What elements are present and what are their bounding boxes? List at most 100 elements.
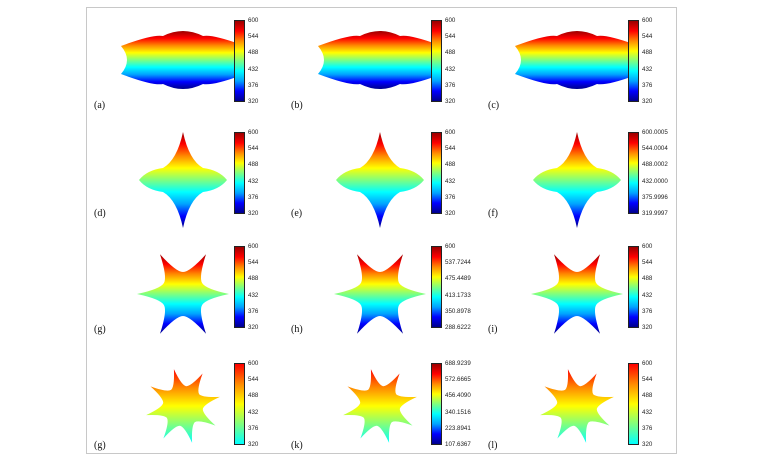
panel-h: (h) 600 537.7244 475.4489 413.1733 350.8978 28… [288,240,479,350]
panel-c: (c) 600 544 488 432 376 320 [485,12,676,122]
star8-domain [146,369,220,443]
colorbar-tick-label: 376 [445,81,456,89]
panel-d: (d) 600 544 488 432 376 320 [91,126,282,236]
colorbar-tick-label: 600 [642,360,653,367]
colorbar-tick-label: 376 [248,81,259,89]
panel-label: (l) [488,440,498,451]
star4-domain [336,132,424,228]
colorbar [431,246,442,328]
colorbar [234,20,245,102]
colorbar-tick-label: 432 [248,291,259,299]
star6-domain [531,254,623,334]
colorbar-tick-label: 320 [642,324,653,331]
colorbar-tick-label: 376 [642,81,653,89]
colorbar-tick-label: 544 [248,259,259,267]
panel-label: (g) [94,440,106,451]
panel-b: (b) 600 544 488 432 376 320 [288,12,479,122]
colorbar-tick-label: 544 [248,376,259,384]
panel-label: (k) [291,440,303,451]
temperature-field-plot [139,132,227,228]
star8-domain [343,369,417,443]
colorbar [431,363,442,445]
colorbar-tick-label: 488 [642,392,653,400]
panel-label: (h) [291,324,303,335]
temperature-field-plot [334,254,426,334]
colorbar-tick-label: 320 [248,441,259,448]
colorbar-tick-label: 432 [248,177,259,185]
temperature-field-plot [336,132,424,228]
colorbar-tick-label: 600 [248,360,259,367]
temperature-field-plot [318,31,438,89]
panel-f: (f) 600.0005 544.0004 488.0002 432.0000 375.9… [485,126,676,236]
panel-label: (e) [291,208,303,219]
colorbar-tick-label: 544 [248,145,259,153]
temperature-field-plot [343,369,417,443]
star6-domain [334,254,426,334]
panel-k: (k) 688.9239 572.6665 456.4090 340.1516 223.8… [288,352,479,462]
colorbar-tick-label: 544 [642,259,653,267]
colorbar-tick-label: 376 [248,307,259,315]
colorbar [431,20,442,102]
colorbar [628,246,639,328]
colorbar-tick-label: 488 [248,49,259,57]
colorbar-tick-label: 600 [248,17,259,24]
colorbar-tick-label: 488 [642,49,653,57]
colorbar-tick-label: 572.6665 [445,376,471,384]
colorbar [234,363,245,445]
colorbar-tick-label: 600 [642,243,653,250]
colorbar-tick-label: 488 [445,49,456,57]
colorbar-tick-label: 488 [248,161,259,169]
colorbar-tick-label: 488.0002 [642,161,668,169]
colorbar-tick-label: 320 [248,98,259,105]
colorbar-tick-label: 488 [248,392,259,400]
star6-domain [137,254,229,334]
colorbar-tick-label: 600 [445,129,456,136]
panel-g: (g) 600 544 488 432 376 320 [91,352,282,462]
colorbar-tick-label: 376 [248,193,259,201]
panel-l: (l) 600 544 488 432 376 320 [485,352,676,462]
colorbar-tick-label: 544 [248,33,259,41]
colorbar-tick-label: 413.1733 [445,291,471,299]
colorbar-tick-label: 432 [248,65,259,73]
colorbar-tick-label: 600 [642,17,653,24]
colorbar-tick-label: 432.0000 [642,177,668,185]
panel-a: (a) 600 544 488 432 376 320 [91,12,282,122]
colorbar-tick-label: 432 [642,408,653,416]
colorbar-tick-label: 340.1516 [445,408,471,416]
colorbar-tick-label: 320 [642,98,653,105]
colorbar-tick-label: 488 [445,161,456,169]
colorbar-tick-label: 600 [445,17,456,24]
panel-e: (e) 600 544 488 432 376 320 [288,126,479,236]
panel-label: (c) [488,100,500,111]
colorbar-tick-label: 376 [445,193,456,201]
colorbar-tick-label: 107.6367 [445,441,471,448]
panel-label: (f) [488,208,498,219]
colorbar-tick-label: 475.4489 [445,275,471,283]
panel-label: (d) [94,208,106,219]
colorbar-tick-label: 320 [248,210,259,217]
panel-g: (g) 600 544 488 432 376 320 [91,240,282,350]
colorbar-tick-label: 376 [642,307,653,315]
colorbar-tick-label: 375.9996 [642,193,668,201]
colorbar-tick-label: 320 [445,98,456,105]
colorbar-tick-label: 537.7244 [445,259,471,267]
colorbar-tick-label: 544 [445,145,456,153]
panel-i: (i) 600 544 488 432 376 320 [485,240,676,350]
temperature-field-plot [515,31,635,89]
colorbar-tick-label: 488 [248,275,259,283]
panel-label: (a) [94,100,106,111]
lens-domain [318,31,438,89]
panel-label: (g) [94,324,106,335]
colorbar-tick-label: 432 [445,177,456,185]
panel-label: (i) [488,324,498,335]
colorbar-tick-label: 544.0004 [642,145,668,153]
colorbar-tick-label: 320 [445,210,456,217]
colorbar-tick-label: 544 [642,376,653,384]
colorbar [431,132,442,214]
colorbar [628,363,639,445]
colorbar-tick-label: 432 [445,65,456,73]
colorbar-tick-label: 600 [248,243,259,250]
colorbar-tick-label: 376 [642,424,653,432]
colorbar [628,20,639,102]
colorbar-tick-label: 223.8941 [445,424,471,432]
